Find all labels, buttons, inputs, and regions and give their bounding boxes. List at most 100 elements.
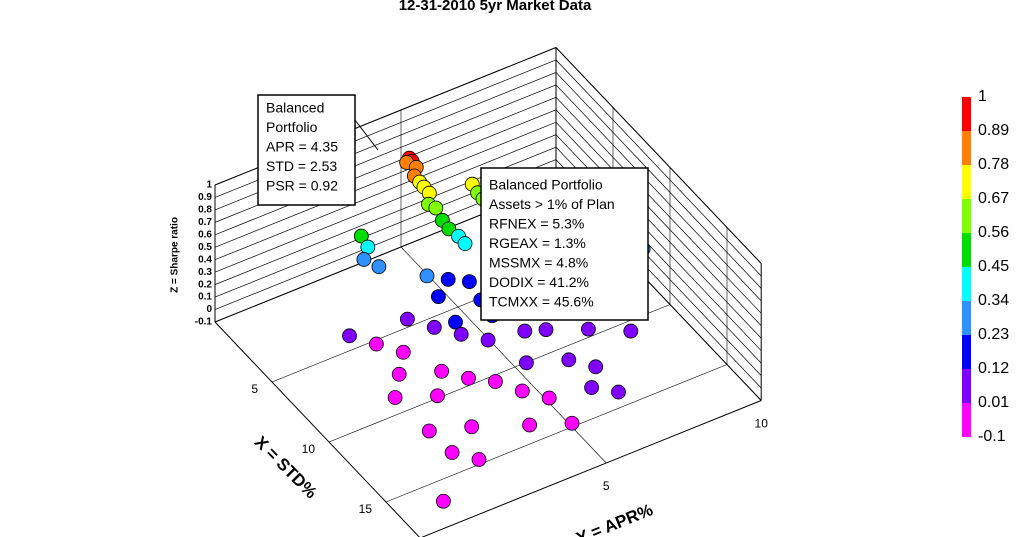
annotation-text: PSR = 0.92 [266,178,338,194]
colorbar-tick-label: 0.89 [978,122,1009,139]
point [519,355,534,371]
annotation-box [480,167,649,321]
point [356,252,372,267]
colorbar-tick-label: 0.23 [978,326,1009,343]
point [514,383,530,399]
colorbar-segment [962,97,971,131]
point [588,359,604,375]
point [457,236,473,251]
point [426,319,442,335]
annotation-text: APR = 4.35 [266,139,338,155]
point [360,239,376,255]
point [430,388,445,404]
z-tick-label: 0.1 [198,292,212,303]
point [395,344,411,360]
colorbar: 1 0.89 0.78 0.67 0.56 0.45 0.34 0.23 0.12 0.01 -0.… [962,88,1009,445]
point [430,289,446,305]
grid-line [328,304,671,443]
grid-line [385,364,728,503]
annotation-text: Balanced Portfolio [489,177,603,193]
colorbar-segment [962,335,971,369]
colorbar-segment [962,165,971,199]
annotation-text: MSSMX = 4.8% [489,255,588,271]
point [399,311,415,327]
axis-line [214,321,420,537]
point [428,200,444,216]
point [421,423,437,439]
x-tick-label: 15 [359,502,373,516]
point [611,384,626,400]
z-tick-label: 0.5 [198,242,212,253]
colorbar-tick-label: 0.67 [978,190,1009,207]
z-tick-label: 1 [206,180,212,191]
point [387,390,403,405]
point [435,493,451,509]
x-tick-label: 5 [251,382,258,396]
z-tick-label: 0.9 [198,192,212,203]
colorbar-segment [962,267,971,301]
axis-line [421,400,762,537]
point [419,268,435,284]
annotation-text: Balanced [266,100,324,116]
z-tick-label: 0.3 [198,267,212,278]
point [371,259,387,275]
colorbar-tick-label: 0.34 [978,292,1009,309]
annotation-text: DODIX = 41.2% [489,274,589,290]
point [368,336,384,352]
point [440,271,456,287]
point [487,374,503,389]
z-tick-label: 0 [206,304,212,315]
point [342,328,357,344]
x-tick-label: 10 [302,442,316,456]
annotation-text: Assets > 1% of Plan [489,196,615,212]
point [564,415,580,431]
colorbar-tick-label: 1 [978,88,987,105]
y-tick-label: 10 [755,417,769,431]
point [391,366,407,382]
point [480,332,496,348]
colorbar-tick-label: 0.56 [978,224,1009,241]
y-axis-label: Y = APR% [574,500,656,537]
z-tick-label: 0.8 [198,205,212,216]
point [541,390,557,406]
point [461,274,477,290]
annotation-text: STD = 2.53 [266,158,337,174]
colorbar-tick-label: 0.12 [978,360,1009,377]
point [464,419,480,435]
colorbar-segment [962,131,971,165]
point [471,452,487,467]
colorbar-tick-label: 0.45 [978,258,1009,275]
point [461,370,476,386]
colorbar-segment [962,233,971,267]
annotation-text: RFNEX = 5.3% [489,216,584,232]
colorbar-tick-label: 0.78 [978,156,1009,173]
y-tick-label: 5 [603,479,610,493]
z-tick-label: 0.2 [198,279,212,290]
point [453,326,469,342]
chart-title: 12-31-2010 5yr Market Data [399,0,592,14]
annotation-text: RGEAX = 1.3% [489,235,586,251]
point [538,322,554,337]
z-tick-label: -0.1 [195,317,213,328]
z-axis-label: Z = Sharpe ratio [170,217,181,293]
annotations: Balanced Portfolio APR = 4.35 STD = 2.53 PSR… [266,100,615,310]
pointer-line [354,119,379,151]
point [353,228,369,244]
annotation-box [257,94,356,206]
colorbar-tick-label: -0.1 [978,428,1006,445]
annotation-text: TCMXX = 45.6% [489,294,594,310]
colorbar-segment [962,199,971,233]
point [584,380,599,395]
z-tick-label: 0.7 [198,217,212,228]
point [444,445,460,460]
point [522,417,537,433]
point [448,314,463,330]
point [623,323,639,339]
colorbar-segment [962,403,971,437]
point [517,323,533,339]
z-tick-label: 0.4 [198,254,212,265]
annotation-text: Portfolio [266,119,318,135]
colorbar-segment [962,301,971,335]
colorbar-segment [962,369,971,403]
